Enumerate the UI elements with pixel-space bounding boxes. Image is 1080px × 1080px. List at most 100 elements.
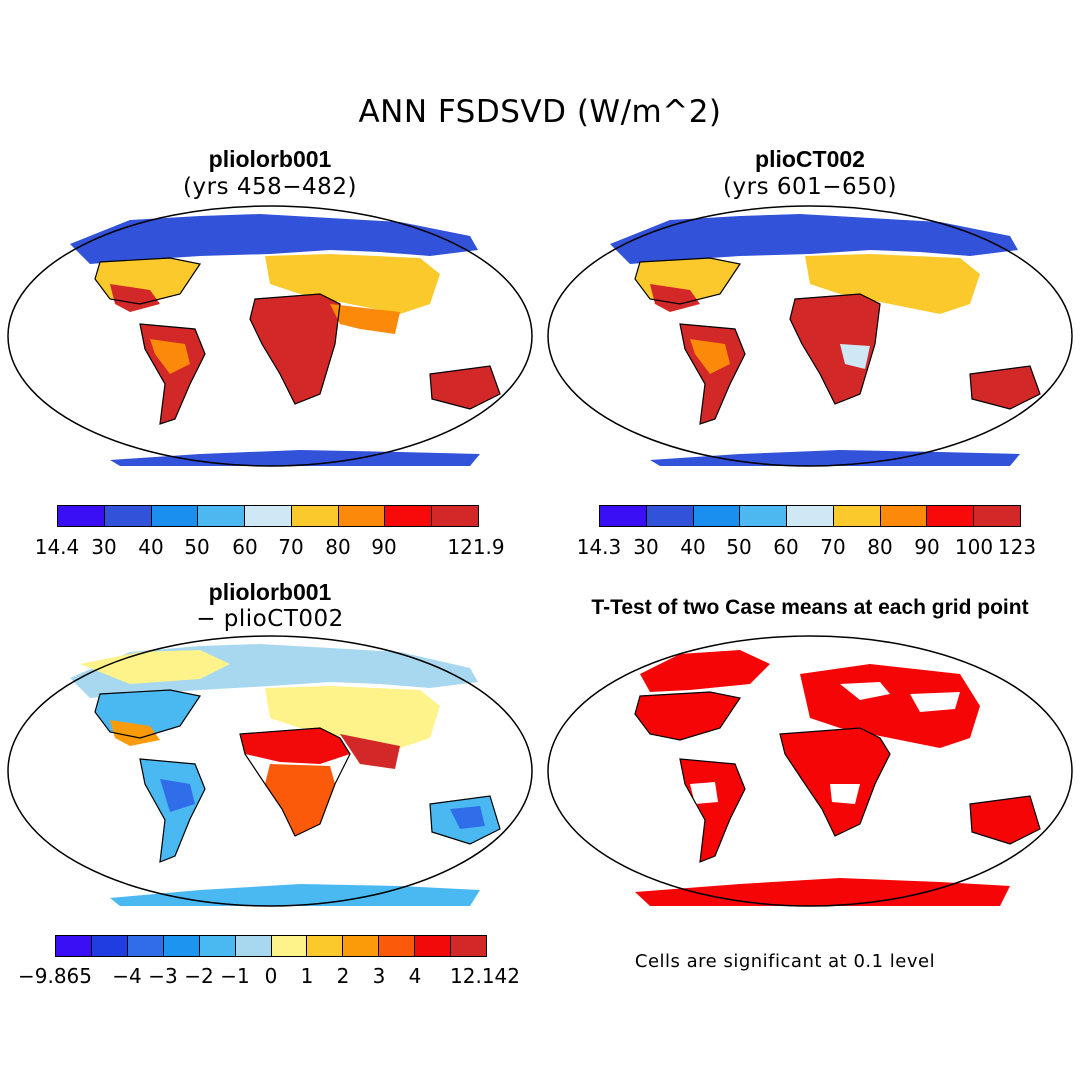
significant-cells: [640, 650, 770, 692]
colorbar-cell: [833, 506, 881, 526]
colorbar-cell: [385, 506, 433, 526]
colorbar-cell: [271, 936, 308, 956]
colorbar-tick: 4: [408, 964, 422, 988]
colorbar-cell: [646, 506, 694, 526]
colorbar-tick: −2: [184, 964, 214, 988]
panel-tr-subtitle: (yrs 601−650): [723, 174, 897, 200]
colorbar-cell: [91, 936, 128, 956]
significance-note: Cells are significant at 0.1 level: [634, 951, 936, 972]
colorbar-cell: [127, 936, 164, 956]
colorbar-tick: 50: [184, 535, 210, 559]
coast: [634, 257, 1041, 425]
colorbar-tick: 12.142: [450, 964, 520, 988]
coast: [94, 689, 501, 863]
colorbar-cell: [58, 506, 105, 526]
colorbar-tick: 100: [954, 535, 994, 559]
colorbar-tick: 40: [680, 535, 706, 559]
coast: [94, 257, 501, 425]
colorbar-tick: 90: [371, 535, 397, 559]
colorbar-cell: [600, 506, 647, 526]
land: [160, 779, 195, 812]
map-content: [635, 650, 1040, 906]
colorbar-cell: [163, 936, 200, 956]
colorbar-cell: [307, 936, 344, 956]
non-significant-patches: [690, 682, 960, 804]
land: [265, 254, 440, 314]
land: [340, 734, 400, 769]
significant-cells: [680, 759, 745, 862]
colorbar-cell: [974, 506, 1021, 526]
land: [790, 294, 880, 404]
colorbar-cell: [198, 506, 246, 526]
land: [690, 339, 730, 374]
land: [840, 344, 870, 369]
land: [265, 686, 440, 748]
land: [110, 720, 160, 746]
colorbar-tick: 30: [91, 535, 117, 559]
map-border: [7, 205, 533, 467]
land: [250, 294, 340, 404]
colorbar-cell: [740, 506, 788, 526]
land: [610, 214, 1018, 264]
land: [110, 884, 480, 906]
panel-tr-map: [547, 205, 1073, 467]
colorbar-tick: −4: [112, 964, 142, 988]
map-border: [547, 635, 1073, 907]
significant-cells: [780, 728, 890, 836]
colorbar-cell: [104, 506, 152, 526]
colorbar-tick: 14.4: [34, 535, 80, 559]
colorbar-tick: 60: [232, 535, 258, 559]
panel-tr-title: plioCT002: [755, 146, 865, 172]
panel-br-map: [547, 635, 1073, 907]
colorbar-cell: [415, 936, 452, 956]
map-content: [70, 644, 501, 906]
colorbar-tick: 3: [372, 964, 386, 988]
colorbar-tick: 60: [773, 535, 799, 559]
colorbar-cell: [291, 506, 339, 526]
land: [430, 366, 500, 409]
map-border: [547, 205, 1073, 467]
colorbar-cell: [379, 936, 416, 956]
land: [110, 450, 480, 466]
panel-br-title: T-Test of two Case means at each grid po…: [591, 596, 1029, 619]
land: [70, 214, 478, 264]
colorbar-cell: [927, 506, 975, 526]
non-significant-patch: [690, 782, 718, 804]
colorbar-tick: −9.865: [17, 964, 93, 988]
panel-bl-colorbar: [55, 935, 487, 957]
significant-cells: [970, 796, 1040, 844]
colorbar-cell: [199, 936, 236, 956]
colorbar-tick: −3: [148, 964, 178, 988]
non-significant-patch: [830, 784, 860, 804]
coast: [634, 691, 1041, 863]
colorbar-tick: 70: [820, 535, 846, 559]
panel-bl-subtitle: − plioCT002: [196, 606, 344, 632]
colorbar-cell: [693, 506, 741, 526]
colorbar-cell: [245, 506, 292, 526]
colorbar-tick: 80: [867, 535, 893, 559]
map-content: [610, 214, 1041, 466]
colorbar-cell: [235, 936, 272, 956]
colorbar-tick: 121.9: [447, 535, 505, 559]
colorbar-tick: 123: [997, 535, 1037, 559]
non-significant-patch: [840, 682, 890, 700]
colorbar-cell: [432, 506, 479, 526]
land: [80, 650, 230, 684]
panel-bl-title: pliolorb001: [208, 579, 332, 605]
land: [450, 806, 485, 829]
colorbar-tick: 14.3: [576, 535, 622, 559]
land: [150, 339, 190, 374]
colorbar-tick: 50: [726, 535, 752, 559]
colorbar-tick: 2: [336, 964, 350, 988]
colorbar-tick: 1: [300, 964, 314, 988]
land: [240, 728, 350, 764]
main-title: ANN FSDSVD (W/m^2): [358, 94, 722, 130]
panel-bl-map: [7, 635, 533, 907]
colorbar-tick: 30: [633, 535, 659, 559]
colorbar-cell: [56, 936, 92, 956]
panel-tl-title: pliolorb001: [208, 146, 332, 172]
land: [650, 284, 700, 312]
land: [805, 254, 980, 314]
colorbar-cell: [451, 936, 487, 956]
land: [330, 304, 400, 334]
